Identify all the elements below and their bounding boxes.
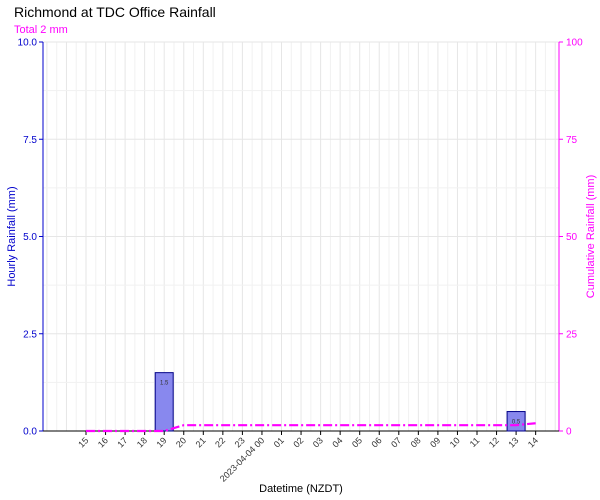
left-tick-label: 0.0: [23, 427, 37, 438]
x-tick-label: 13: [506, 435, 520, 449]
bar-value-label: 0.5: [512, 420, 521, 426]
x-tick-label: 07: [389, 435, 403, 449]
x-tick-label: 18: [135, 435, 149, 449]
x-tick-label: 01: [272, 435, 286, 449]
right-tick-label: 25: [566, 329, 578, 340]
right-tick-label: 100: [566, 38, 583, 49]
x-tick-label: 16: [96, 435, 110, 449]
x-axis-title: Datetime (NZDT): [259, 483, 343, 495]
left-tick-label: 5.0: [23, 232, 37, 243]
right-tick-label: 0: [566, 427, 572, 438]
x-tick-label: 09: [428, 435, 442, 449]
x-tick-label: 06: [370, 435, 384, 449]
left-axis-title: Hourly Rainfall (mm): [6, 186, 18, 286]
left-tick-label: 2.5: [23, 329, 37, 340]
cumulative-line: [86, 422, 536, 433]
right-tick-label: 75: [566, 135, 578, 146]
x-tick-label: 12: [487, 435, 501, 449]
x-tick-label: 15: [76, 435, 90, 449]
bar-value-label: 1.5: [160, 381, 169, 387]
x-tick-label: 04: [330, 435, 344, 449]
x-tick-label: 14: [526, 435, 540, 449]
x-tick-label: 03: [311, 435, 325, 449]
x-tick-label: 11: [468, 435, 482, 449]
chart-title: Richmond at TDC Office Rainfall: [14, 4, 216, 20]
x-tick-label: 22: [213, 435, 227, 449]
x-tick-label: 08: [409, 435, 423, 449]
x-tick-label: 23: [233, 435, 247, 449]
chart-subtitle: Total 2 mm: [14, 24, 68, 36]
x-tick-label: 21: [194, 435, 208, 449]
left-tick-label: 7.5: [23, 135, 37, 146]
bar: [154, 372, 174, 432]
right-tick-label: 50: [566, 232, 578, 243]
right-axis-title: Cumulative Rainfall (mm): [585, 175, 597, 298]
x-tick-label: 02: [291, 435, 305, 449]
x-tick-label: 17: [115, 435, 129, 449]
left-tick-label: 10.0: [18, 38, 38, 49]
x-tick-label: 05: [350, 435, 364, 449]
x-tick-label: 10: [448, 435, 462, 449]
x-tick-label: 19: [154, 435, 168, 449]
x-tick-label: 20: [174, 435, 188, 449]
